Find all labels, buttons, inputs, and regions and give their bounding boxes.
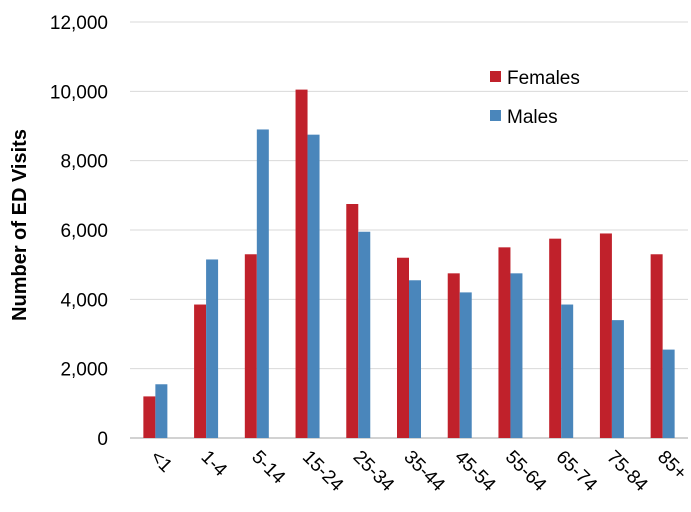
bar-females-10 <box>650 254 663 438</box>
x-tick-label: <1 <box>146 447 176 477</box>
bar-males-0 <box>155 384 168 438</box>
bar-females-2 <box>244 254 257 438</box>
x-tick-label: 1-4 <box>197 447 232 482</box>
bar-males-8 <box>561 304 574 438</box>
bar-females-7 <box>498 247 511 438</box>
x-tick-label: 45-54 <box>450 447 500 497</box>
x-tick-label: 35-44 <box>399 447 449 497</box>
bar-males-1 <box>206 259 219 438</box>
x-tick-label: 25-34 <box>349 447 399 497</box>
bars <box>143 89 675 438</box>
bar-males-7 <box>510 273 523 438</box>
y-tick-label: 10,000 <box>50 82 108 103</box>
bar-males-3 <box>307 134 320 438</box>
x-tick-label: 75-84 <box>602 447 652 497</box>
x-tick-label: 15-24 <box>298 447 348 497</box>
legend-label-males: Males <box>507 107 558 128</box>
legend-swatch-males <box>490 110 501 121</box>
bar-males-5 <box>409 280 421 438</box>
bar-females-8 <box>549 238 562 438</box>
x-tick-label: 55-64 <box>501 447 551 497</box>
bar-females-0 <box>143 396 156 438</box>
y-tick-label: 4,000 <box>60 290 108 311</box>
bar-males-10 <box>662 349 675 438</box>
x-tick-label: 5-14 <box>247 447 289 489</box>
x-tick-label: 85+ <box>653 447 691 485</box>
legend-swatch-females <box>490 71 501 82</box>
bar-females-6 <box>447 273 460 438</box>
bar-males-6 <box>459 292 472 438</box>
y-axis-label: Number of ED Visits <box>9 129 31 321</box>
bar-females-3 <box>295 89 308 438</box>
bar-females-4 <box>346 204 359 438</box>
y-tick-label: 2,000 <box>60 360 108 381</box>
x-axis-ticks: <1 1-4 5-14 15-24 25-34 35-44 45-54 55-64 65-74 7… <box>146 447 691 497</box>
legend: Females Males <box>490 68 580 128</box>
x-tick-label: 65-74 <box>552 447 602 497</box>
bar-males-2 <box>256 129 269 438</box>
bar-females-5 <box>397 257 409 438</box>
bar-males-9 <box>611 320 624 438</box>
y-axis-ticks: 0 2,000 4,000 6,000 8,000 10,000 12,000 <box>50 13 108 450</box>
bar-females-9 <box>599 233 612 438</box>
y-tick-label: 12,000 <box>50 13 108 34</box>
bar-females-1 <box>194 304 207 438</box>
legend-label-females: Females <box>507 68 580 89</box>
bar-males-4 <box>358 231 371 438</box>
y-tick-label: 6,000 <box>60 221 108 242</box>
y-tick-label: 0 <box>97 429 108 450</box>
y-tick-label: 8,000 <box>60 152 108 173</box>
